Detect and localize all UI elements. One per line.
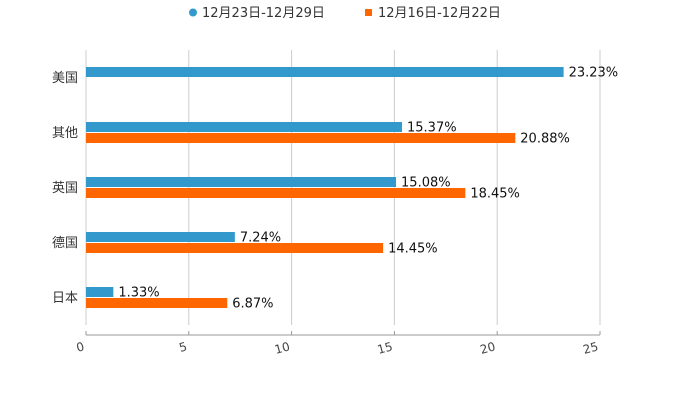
bar-series1 [86, 67, 564, 77]
category-label: 英国 [52, 181, 78, 196]
category-label: 美国 [52, 71, 78, 86]
category-label: 德国 [52, 236, 78, 251]
bar-series1 [86, 177, 397, 187]
legend-marker-series1 [189, 8, 197, 17]
x-tick-label: 25 [581, 339, 599, 356]
legend-label: 12月16日-12月22日 [378, 6, 501, 21]
x-tick-label: 20 [479, 339, 497, 356]
x-tick-label: 15 [376, 339, 394, 356]
bar-series1 [86, 287, 114, 297]
bar-series2 [86, 133, 516, 143]
legend-marker-series2 [365, 9, 372, 16]
bar-series2 [86, 243, 384, 253]
data-label: 14.45% [388, 242, 438, 257]
category-label: 日本 [52, 291, 78, 306]
data-label: 6.87% [232, 297, 273, 312]
data-label: 15.08% [401, 176, 451, 191]
data-label: 15.37% [407, 121, 457, 136]
data-label: 20.88% [520, 132, 570, 147]
x-tick-label: 0 [75, 339, 86, 355]
x-tick-label: 5 [178, 339, 189, 355]
bar-series1 [86, 122, 403, 132]
data-label: 1.33% [118, 286, 159, 301]
data-label: 23.23% [569, 66, 619, 81]
x-tick-label: 10 [273, 339, 291, 356]
data-label: 18.45% [470, 187, 520, 202]
bar-series1 [86, 232, 235, 242]
bar-series2 [86, 188, 466, 198]
bar-series2 [86, 298, 228, 308]
legend-label: 12月23日-12月29日 [202, 6, 325, 21]
category-label: 其他 [52, 126, 78, 141]
data-label: 7.24% [240, 231, 281, 246]
